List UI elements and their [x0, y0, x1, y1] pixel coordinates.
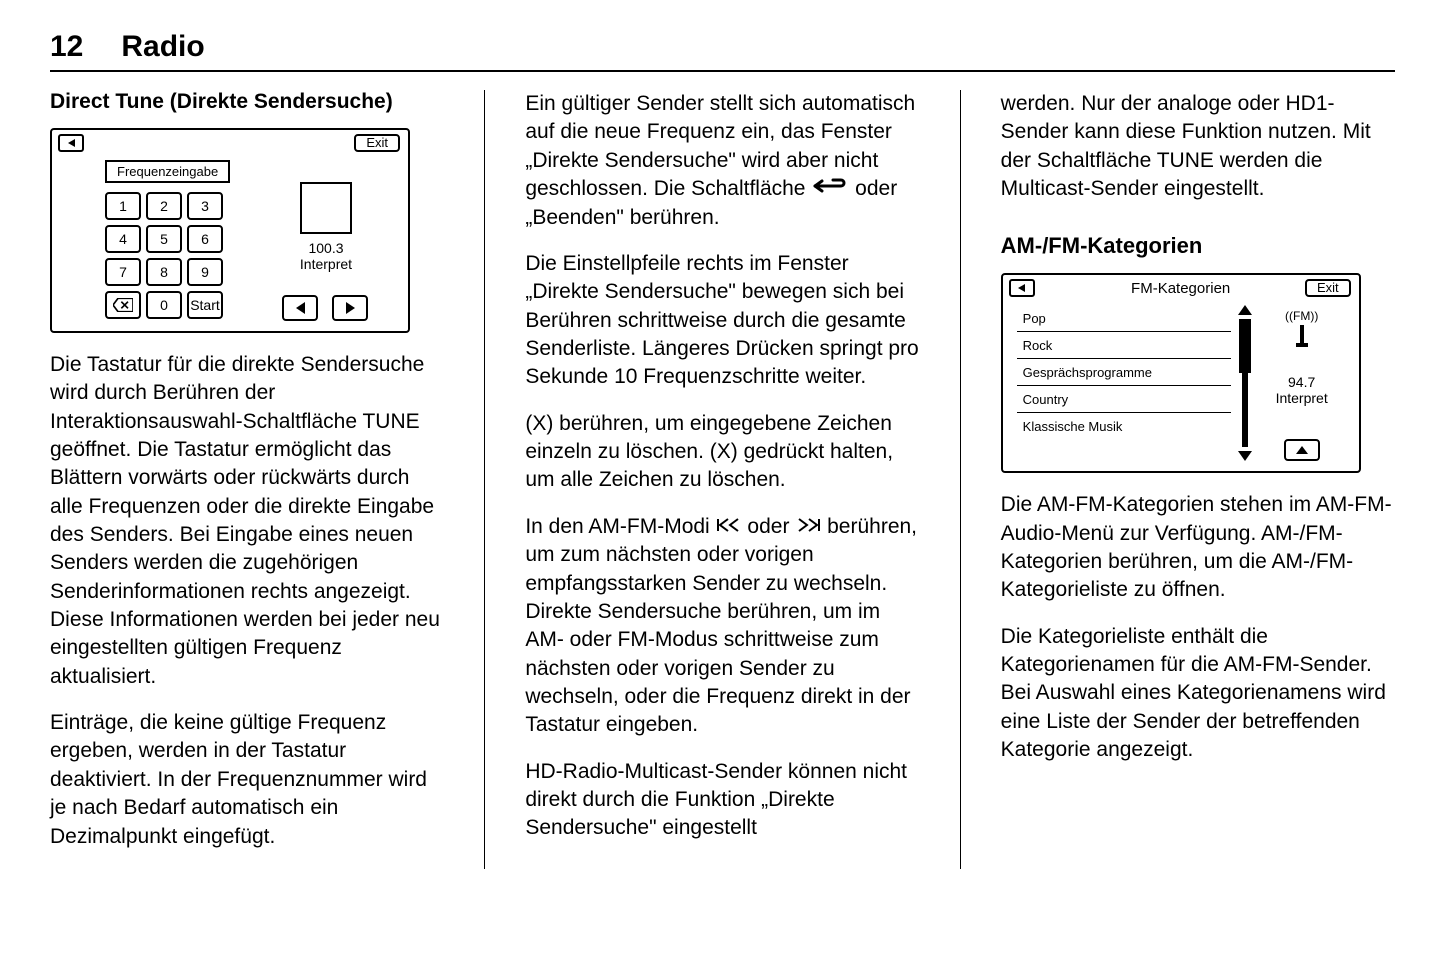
col2-para-1: Ein gültiger Sender stellt sich automati… — [525, 90, 919, 232]
scrollbar — [1235, 305, 1255, 461]
key-2: 2 — [146, 192, 182, 220]
col2-para-5: HD-Radio-Multicast-Sender können nicht d… — [525, 758, 919, 843]
tune-arrows — [282, 295, 368, 321]
tune-right-icon — [332, 295, 368, 321]
column-2: Ein gültiger Sender stellt sich automati… — [525, 90, 919, 869]
key-1: 1 — [105, 192, 141, 220]
station-info: ((FM)) 94.7 Interpret — [1259, 305, 1345, 461]
category-list: Pop Rock Gesprächsprogramme Country Klas… — [1017, 305, 1231, 461]
col2-para-4: In den AM-FM-Modi oder berühren, um zum … — [525, 513, 919, 740]
back-icon — [58, 134, 84, 152]
key-8: 8 — [146, 258, 182, 286]
key-6: 6 — [187, 225, 223, 253]
am-fm-categories-heading: AM-/FM-Kategorien — [1001, 233, 1395, 259]
info-text: 94.7 Interpret — [1276, 374, 1328, 418]
page-up-icon — [1284, 439, 1320, 461]
keypad: 1 2 3 4 5 6 7 8 9 0 Start — [105, 192, 223, 319]
column-divider-1 — [484, 90, 485, 869]
key-7: 7 — [105, 258, 141, 286]
key-0: 0 — [146, 291, 182, 319]
col2-para-3: (X) berühren, um eingegebene Zeichen ein… — [525, 410, 919, 495]
tune-left-icon — [282, 295, 318, 321]
page-title: Radio — [121, 30, 204, 64]
key-4: 4 — [105, 225, 141, 253]
col3-para-2: Die AM-FM-Kategorien stehen im AM-FM-Aud… — [1001, 491, 1395, 604]
page-number: 12 — [50, 30, 83, 64]
back-arrow-icon — [811, 175, 849, 203]
category-item: Gesprächsprogramme — [1017, 359, 1231, 386]
column-divider-2 — [960, 90, 961, 869]
columns: Direct Tune (Direkte Sendersuche) Exit F… — [50, 90, 1395, 869]
antenna-icon — [1300, 325, 1304, 347]
scroll-up-icon — [1238, 305, 1252, 315]
key-delete-icon — [105, 291, 141, 319]
col3-para-3: Die Kategorieliste enthält die Kategorie… — [1001, 623, 1395, 765]
fm-badge-group: ((FM)) — [1285, 309, 1318, 353]
fm-categories-figure: Exit FM-Kategorien Pop Rock Gesprächspro… — [1001, 273, 1361, 473]
col2-p4-c: berühren, um zum nächsten oder vorigen e… — [525, 515, 917, 737]
key-3: 3 — [187, 192, 223, 220]
col2-para-2: Die Einstellpfeile rechts im Fenster „Di… — [525, 250, 919, 392]
col3-para-1: werden. Nur der analoge oder HD1-Sender … — [1001, 90, 1395, 203]
info-frequency: 94.7 — [1276, 374, 1328, 390]
freq-input-label: Frequenzeingabe — [105, 160, 230, 183]
exit-button: Exit — [354, 134, 400, 152]
column-1: Direct Tune (Direkte Sendersuche) Exit F… — [50, 90, 444, 869]
fm-badge: ((FM)) — [1285, 309, 1318, 323]
key-9: 9 — [187, 258, 223, 286]
category-item: Rock — [1017, 332, 1231, 359]
scroll-down-icon — [1238, 451, 1252, 461]
seek-next-icon — [795, 513, 821, 541]
figure2-title: FM-Kategorien — [1003, 280, 1359, 297]
preview-frequency: 100.3 — [266, 240, 386, 256]
column-3: werden. Nur der analoge oder HD1-Sender … — [1001, 90, 1395, 869]
scroll-track — [1242, 319, 1248, 447]
preview-box — [300, 182, 352, 234]
figure2-body: Pop Rock Gesprächsprogramme Country Klas… — [1017, 305, 1345, 461]
key-start: Start — [187, 291, 223, 319]
figure-top-bar: Exit — [52, 130, 408, 152]
col2-p4-b: oder — [747, 515, 795, 538]
direct-tune-heading: Direct Tune (Direkte Sendersuche) — [50, 90, 444, 114]
category-item: Country — [1017, 386, 1231, 413]
page: 12 Radio Direct Tune (Direkte Sendersuch… — [0, 0, 1445, 889]
station-preview: 100.3 Interpret — [266, 182, 386, 272]
category-item: Pop — [1017, 305, 1231, 332]
col2-p4-a: In den AM-FM-Modi — [525, 515, 715, 538]
col1-para-1: Die Tastatur für die direkte Sender­such… — [50, 351, 444, 691]
category-item: Klassische Musik — [1017, 413, 1231, 439]
preview-artist: Interpret — [266, 256, 386, 272]
info-artist: Interpret — [1276, 390, 1328, 406]
seek-prev-icon — [716, 513, 742, 541]
page-header: 12 Radio — [50, 30, 1395, 72]
direct-tune-figure: Exit Frequenzeingabe 1 2 3 4 5 6 7 8 9 — [50, 128, 410, 333]
key-5: 5 — [146, 225, 182, 253]
col1-para-2: Einträge, die keine gültige Frequenz erg… — [50, 709, 444, 851]
